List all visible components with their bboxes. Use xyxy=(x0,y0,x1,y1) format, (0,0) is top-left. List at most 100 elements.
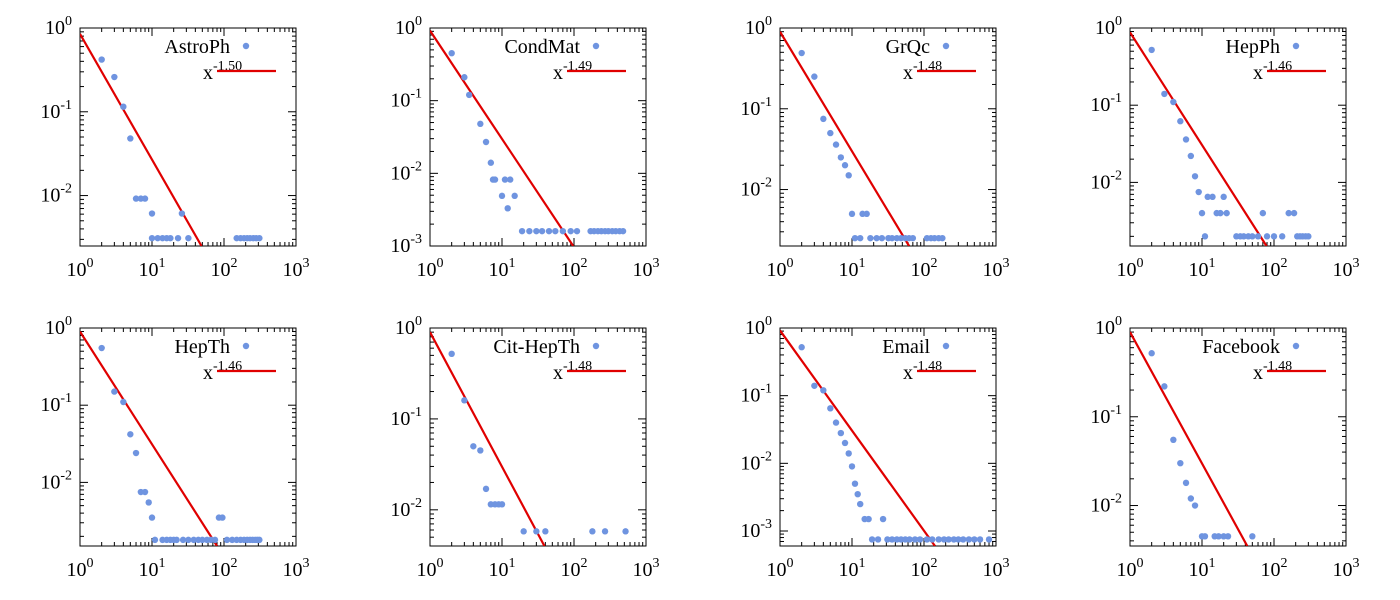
data-point xyxy=(111,388,118,395)
data-point xyxy=(874,536,882,543)
legend-label: Email xyxy=(882,336,930,358)
data-point xyxy=(461,74,468,81)
data-point xyxy=(873,234,880,242)
data-point xyxy=(971,536,978,543)
legend-label: HepPh xyxy=(1226,36,1280,58)
y-tick-label: 10-2 xyxy=(1090,492,1122,517)
data-point xyxy=(190,536,197,544)
data-point xyxy=(845,450,852,457)
data-point xyxy=(141,488,149,496)
data-point xyxy=(820,387,827,394)
y-tick-label: 10-2 xyxy=(740,176,772,201)
data-point xyxy=(127,431,134,438)
data-point xyxy=(1182,136,1190,143)
data-point xyxy=(1187,152,1195,160)
data-point xyxy=(111,73,118,81)
data-point xyxy=(154,234,161,242)
legend-point-marker xyxy=(1292,342,1300,350)
data-point xyxy=(916,536,924,543)
data-point xyxy=(1204,193,1211,201)
data-point xyxy=(98,56,105,63)
data-point xyxy=(865,515,872,523)
data-point xyxy=(1161,383,1168,390)
data-point xyxy=(141,195,149,202)
data-point xyxy=(929,536,936,543)
x-tick-label: 103 xyxy=(983,556,1010,581)
legend-point-marker xyxy=(1292,42,1300,50)
x-tick-label: 100 xyxy=(67,556,94,581)
data-point xyxy=(1240,233,1247,240)
data-point xyxy=(945,536,952,543)
data-point xyxy=(120,398,127,406)
data-point xyxy=(507,176,514,183)
data-point xyxy=(1270,233,1278,240)
data-point xyxy=(487,159,495,166)
x-tick-label: 103 xyxy=(983,256,1010,281)
y-tick-label: 10-2 xyxy=(740,449,772,474)
data-point xyxy=(811,382,818,389)
y-tick-label: 10-2 xyxy=(390,496,422,521)
data-point xyxy=(1201,533,1209,540)
x-tick-label: 100 xyxy=(417,256,444,281)
data-point xyxy=(256,536,263,544)
y-tick-label: 100 xyxy=(1095,314,1122,339)
x-tick-label: 103 xyxy=(633,556,660,581)
y-tick-label: 10-2 xyxy=(40,182,72,207)
data-point xyxy=(477,120,484,128)
y-tick-label: 10-2 xyxy=(1090,168,1122,193)
data-point xyxy=(173,536,180,544)
data-point xyxy=(538,227,546,235)
data-point xyxy=(854,490,861,498)
data-point xyxy=(148,210,156,217)
x-tick-label: 101 xyxy=(489,256,516,281)
data-point xyxy=(867,234,874,242)
data-point xyxy=(857,500,864,508)
x-tick-label: 103 xyxy=(633,256,660,281)
data-point xyxy=(174,234,182,242)
data-point xyxy=(491,176,499,183)
x-tick-label: 101 xyxy=(139,256,166,281)
data-point xyxy=(622,528,629,535)
y-tick-label: 10-3 xyxy=(740,517,772,542)
data-point xyxy=(965,536,973,543)
data-point xyxy=(832,419,840,426)
x-tick-label: 100 xyxy=(417,556,444,581)
x-tick-label: 101 xyxy=(839,556,866,581)
x-tick-label: 103 xyxy=(283,256,310,281)
data-point xyxy=(888,234,896,242)
data-point xyxy=(520,528,527,535)
plot-frame xyxy=(79,327,297,547)
data-point xyxy=(573,227,581,235)
legend-point-marker xyxy=(592,342,600,350)
data-point xyxy=(211,536,219,544)
x-tick-label: 100 xyxy=(67,256,94,281)
data-point xyxy=(888,536,896,543)
plot-frame xyxy=(1129,27,1347,247)
data-point xyxy=(976,536,984,543)
y-tick-label: 10-1 xyxy=(1090,403,1122,428)
data-point xyxy=(1170,436,1177,444)
x-tick-label: 102 xyxy=(211,256,238,281)
data-point xyxy=(448,49,455,57)
plot-frame xyxy=(779,27,997,247)
data-point xyxy=(935,536,942,543)
data-point xyxy=(545,227,553,235)
data-point xyxy=(911,536,919,543)
data-point xyxy=(906,536,913,543)
data-point xyxy=(559,227,567,235)
data-point xyxy=(498,501,506,508)
fit-line xyxy=(1130,31,1268,246)
x-tick-label: 102 xyxy=(911,256,938,281)
data-point xyxy=(1305,233,1312,240)
data-point xyxy=(98,344,105,352)
data-point xyxy=(798,344,805,351)
data-point xyxy=(1209,193,1216,201)
fit-line xyxy=(430,331,546,546)
